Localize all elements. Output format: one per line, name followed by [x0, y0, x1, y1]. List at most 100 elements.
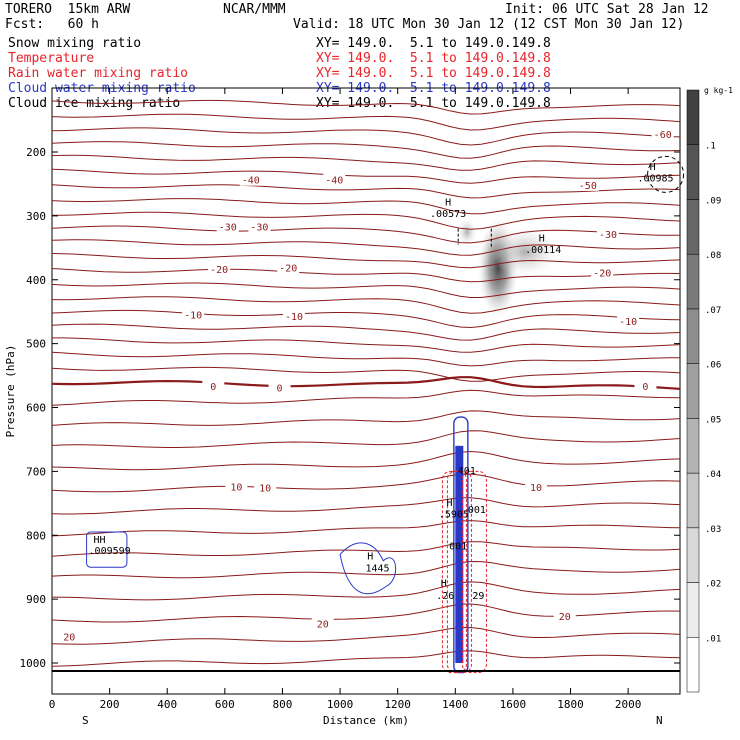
x-tick-label: 1000: [327, 698, 354, 711]
temperature-label-bg: [202, 380, 225, 393]
temperature-label: -10: [619, 317, 637, 328]
colorbar-tick-label: .1: [705, 142, 716, 152]
temperature-contour-line: [51, 113, 681, 131]
x-tick-label: 1200: [384, 698, 411, 711]
temperature-contour-line: [51, 309, 681, 329]
temperature-label: 10: [259, 484, 271, 495]
temperature-contour-line: [51, 127, 681, 146]
temperature-label: 0: [277, 383, 283, 394]
y-tick-label: 200: [26, 146, 46, 159]
extrema-label: 1445: [365, 564, 389, 575]
cloud-ice-contour: [647, 155, 685, 193]
temperature-contour-line: [51, 268, 681, 283]
extrema-label: H: [539, 233, 545, 244]
temperature-label: 0: [642, 382, 648, 393]
temperature-contour-line: [51, 99, 681, 115]
field-name-temperature: Temperature: [8, 51, 95, 66]
temperature-contour-line: [51, 154, 681, 171]
extrema-label: 001: [449, 541, 467, 552]
y-tick-label: 700: [26, 465, 46, 478]
rain-water-contour: [441, 470, 467, 674]
extrema-label: 001: [468, 505, 486, 516]
cloud-water-blob: [339, 542, 397, 595]
temperature-label: -20: [593, 268, 611, 279]
extrema-label: H: [441, 578, 447, 589]
y-tick-label: 1000: [20, 657, 47, 670]
temperature-label: -10: [285, 312, 303, 323]
temperature-contour-line: [51, 323, 681, 341]
x-tick-label: 1400: [442, 698, 469, 711]
valid-time: Valid: 18 UTC Mon 30 Jan 12 (12 CST Mon …: [293, 17, 685, 32]
temperature-contour-line: [51, 560, 681, 579]
temperature-contour-line: [51, 184, 681, 199]
colorbar-segment: [686, 582, 700, 638]
extrema-label: .009599: [89, 546, 131, 557]
temperature-label: -30: [250, 222, 268, 233]
model-title: TORERO 15km ARW: [5, 2, 131, 17]
x-tick-label: 2000: [615, 698, 642, 711]
field-name-snow: Snow mixing ratio: [8, 36, 142, 51]
temperature-label: -50: [579, 181, 597, 192]
snow-shading-head: [457, 218, 477, 246]
field-name-rain: Rain water mixing ratio: [8, 66, 189, 81]
temperature-label-bg: [182, 308, 205, 321]
north-end-label: N: [656, 714, 663, 727]
temperature-label: -40: [325, 176, 343, 187]
temperature-label-bg: [323, 173, 346, 186]
x-tick-label: 1600: [500, 698, 527, 711]
temperature-contour-line: [51, 198, 681, 215]
temperature-contour-line: [51, 473, 681, 493]
temperature-label-bg: [634, 380, 657, 393]
temperature-label-bg: [591, 266, 614, 279]
temperature-contour-line: [51, 603, 681, 623]
temperature-contour-line: [51, 650, 681, 667]
temperature-label: -40: [242, 176, 260, 187]
extrema-label: H: [650, 162, 656, 173]
y-tick-label: 900: [26, 593, 46, 606]
colorbar-segment: [686, 527, 700, 583]
temperature-contour-line: [52, 337, 681, 353]
temperature-label-bg: [311, 617, 334, 630]
snow-shading-tail: [490, 227, 560, 277]
x-tick-label: 400: [157, 698, 177, 711]
temperature-label-bg: [248, 220, 271, 233]
colorbar-segment: [686, 637, 700, 693]
center-title: NCAR/MMM: [223, 2, 286, 17]
y-tick-label: 500: [26, 338, 46, 351]
temperature-contour-line: [51, 389, 681, 406]
temperature-label: 10: [230, 482, 242, 493]
temperature-label: 10: [530, 483, 542, 494]
cloud-water-core: [455, 445, 464, 663]
temperature-label-bg: [617, 314, 640, 327]
y-tick-label: 800: [26, 529, 46, 542]
temperature-contour-line: [51, 253, 681, 269]
temperature-label-bg: [268, 381, 291, 394]
colorbar-unit: g kg-1: [704, 86, 733, 95]
temperature-contour-line: [51, 450, 681, 471]
extrema-label: .5905: [439, 509, 469, 520]
x-tick-label: 1800: [557, 698, 584, 711]
extrema-label: .00573: [430, 209, 466, 220]
extrema-label: 29: [472, 591, 484, 602]
colorbar-segment: [686, 89, 700, 145]
temperature-label-bg: [239, 173, 262, 186]
temperature-contour-line: [51, 430, 681, 448]
temperature-label-bg: [596, 228, 619, 241]
temperature-contour-line: [51, 225, 680, 244]
colorbar: .01 .02 .03 .04 .05 .06 .07 .08 .09 .1: [686, 89, 721, 693]
temperature-label: -30: [599, 230, 617, 241]
temperature-contour-line: [51, 520, 681, 537]
temperature-contour-line: [51, 497, 681, 515]
temperature-label-bg: [216, 220, 239, 233]
x-tick-label: 600: [215, 698, 235, 711]
temperature-contour-line: [51, 366, 681, 382]
field-xy-snow: XY= 149.0. 5.1 to 149.0.149.8: [316, 36, 551, 51]
temperature-label: -30: [219, 222, 237, 233]
temperature-labels: -60 -50 -40 -40 -30 -30 -30 -20 -20 -20 -10 -10 -10 0…: [58, 127, 674, 643]
temperature-label-bg: [282, 309, 305, 322]
colorbar-segment: [686, 253, 700, 310]
extrema-label: H: [367, 552, 373, 563]
temperature-contour-line: [51, 541, 681, 557]
cloud-water-blob-south: [86, 531, 128, 568]
